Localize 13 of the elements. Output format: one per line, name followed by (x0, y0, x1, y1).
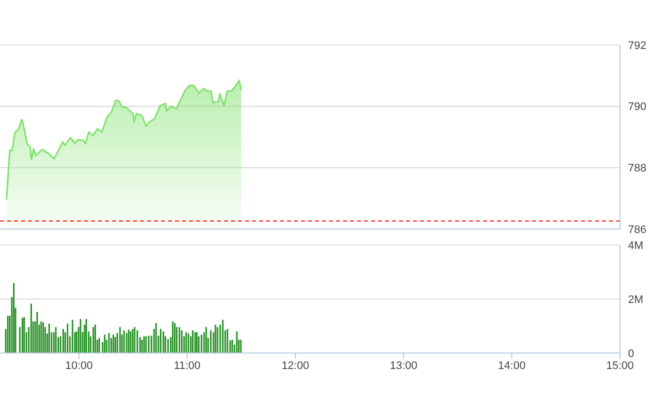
y-tick-label: 4M (628, 240, 644, 252)
x-tick-label: 13:00 (390, 360, 418, 372)
x-tick-label: 10:00 (65, 360, 93, 372)
y-tick-label: 790 (628, 101, 646, 114)
x-tick-label: 12:00 (282, 360, 310, 372)
y-tick-label: 792 (628, 40, 646, 52)
y-tick-label: 0 (628, 348, 634, 360)
y-tick-label: 2M (628, 294, 644, 306)
y-tick-label: 788 (628, 162, 646, 175)
x-tick-label: 14:00 (498, 360, 526, 372)
x-tick-label: 11:00 (174, 360, 201, 372)
x-tick-label: 15:00 (606, 360, 634, 372)
y-tick-label: 786 (628, 224, 646, 236)
